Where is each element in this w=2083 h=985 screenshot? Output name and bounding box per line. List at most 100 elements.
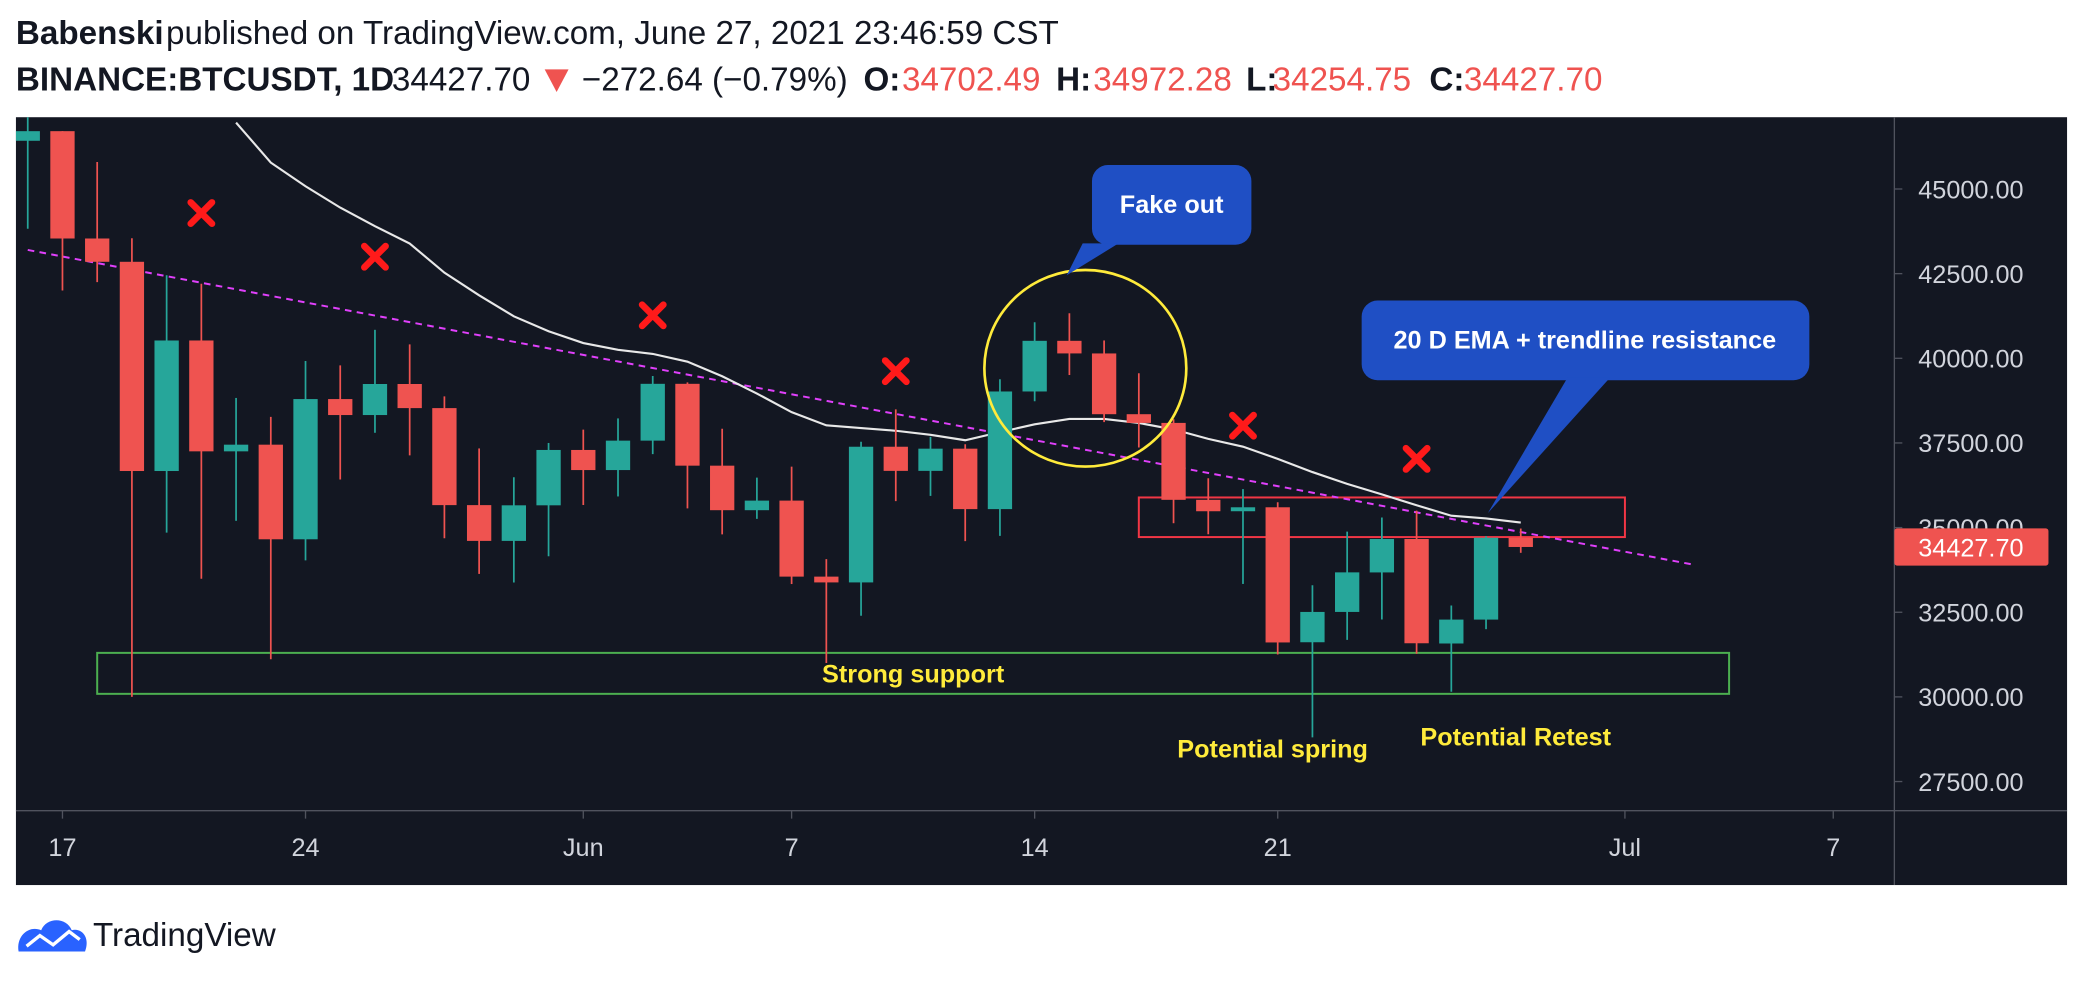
- callout-pointer: [1487, 377, 1611, 514]
- callout-box: [1091, 165, 1252, 245]
- published: published on TradingView.com, June 27, 2…: [166, 15, 1059, 52]
- down-arrow: [544, 69, 569, 92]
- ohlc-label: C:: [1429, 62, 1464, 99]
- x-marker: [1229, 411, 1257, 440]
- ohlc-label: L:: [1246, 62, 1277, 99]
- candle-body: [536, 449, 561, 506]
- y-tick-label: 40000.00: [1918, 346, 2023, 374]
- candle-body: [814, 576, 839, 583]
- x-tick-label: 7: [1826, 834, 1840, 862]
- candle-body: [258, 444, 283, 540]
- candle-body: [223, 444, 249, 452]
- callout-text: 20 D EMA + trendline resistance: [1394, 326, 1777, 354]
- candle-body: [640, 383, 665, 441]
- zone-label: Strong support: [822, 661, 1005, 689]
- x-marker: [361, 242, 389, 271]
- callout-pointer: [1066, 243, 1119, 276]
- x-marker: [638, 301, 667, 330]
- candle-body: [189, 340, 214, 452]
- y-tick-label: 27500.00: [1918, 769, 2023, 797]
- candle-body: [779, 500, 804, 577]
- highlight-circle: [983, 268, 1188, 468]
- chart-panel: [15, 117, 2068, 886]
- axes: 27500.0030000.0032500.0035000.0037500.00…: [48, 176, 2049, 862]
- logo-cloud: [18, 920, 87, 952]
- callout-text: Fake out: [1120, 191, 1224, 219]
- candle-body: [432, 408, 457, 506]
- candle-body: [15, 131, 40, 141]
- candle-body: [883, 446, 908, 471]
- candle-body: [362, 383, 388, 416]
- x-marker: [187, 199, 216, 227]
- candle-body: [1300, 611, 1325, 643]
- candle-body: [571, 449, 596, 471]
- candle-body: [1230, 507, 1256, 512]
- candle-body: [1265, 507, 1290, 643]
- candle-body: [501, 505, 526, 541]
- candle-body: [328, 399, 353, 416]
- candle-body: [675, 383, 700, 466]
- ema-line: [235, 121, 1521, 524]
- candle-body: [1126, 414, 1151, 423]
- candle-body: [1473, 537, 1499, 620]
- plot-area: [15, 117, 1731, 738]
- candle-body: [918, 448, 943, 471]
- x-tick-label: 17: [48, 834, 76, 862]
- candle-body: [744, 500, 770, 511]
- candle-body: [50, 131, 75, 239]
- candle-body: [85, 238, 110, 262]
- x-tick-label: 7: [785, 834, 799, 862]
- brand: TradingView: [93, 917, 277, 954]
- candle-body: [1404, 539, 1429, 644]
- price-tag: [1894, 528, 2049, 566]
- x-tick-label: 14: [1021, 834, 1049, 862]
- price-tag-label: 34427.70: [1918, 534, 2023, 562]
- candle-body: [1057, 340, 1082, 354]
- author: Babenski: [16, 15, 164, 52]
- x-tick-label: 21: [1264, 834, 1292, 862]
- zone: [96, 651, 1731, 695]
- candle-body: [1022, 340, 1047, 392]
- candle-body: [1335, 572, 1360, 612]
- candle-body: [1369, 539, 1395, 573]
- candle-body: [466, 505, 492, 541]
- y-tick-label: 45000.00: [1918, 176, 2023, 204]
- x-tick-label: 24: [291, 834, 319, 862]
- price-change: −272.64 (−0.79%): [582, 62, 848, 99]
- y-tick-label: 42500.00: [1918, 261, 2023, 289]
- x-tick-label: Jun: [563, 834, 604, 862]
- callout-box: [1361, 300, 1810, 381]
- candle-body: [154, 340, 179, 472]
- candle-body: [953, 448, 978, 510]
- annotations: Fake out 20 D EMA + trendline resistance…: [983, 165, 1810, 764]
- candle-body: [1508, 537, 1533, 547]
- x-marker: [881, 357, 910, 386]
- candle-body: [397, 383, 422, 409]
- candle-body: [710, 465, 735, 511]
- ohlc-value: 34702.49: [902, 62, 1041, 99]
- x-tick-label: Jul: [1609, 834, 1641, 862]
- candle-body: [1439, 619, 1464, 644]
- y-tick-label: 37500.00: [1918, 430, 2023, 458]
- ohlc-value: 34427.70: [1464, 62, 1603, 99]
- ohlc-label: O:: [863, 62, 900, 99]
- candle-body: [848, 446, 874, 583]
- candle-body: [1091, 353, 1117, 415]
- candle-body: [1161, 422, 1186, 500]
- candle-body: [1196, 499, 1221, 512]
- ohlc-value: 34972.28: [1093, 62, 1232, 99]
- ohlc-label: H:: [1056, 62, 1091, 99]
- candle-body: [605, 440, 631, 471]
- x-marker: [1402, 444, 1431, 473]
- candle-body: [293, 399, 318, 540]
- note: Potential spring: [1177, 736, 1368, 764]
- note: Potential Retest: [1420, 724, 1611, 752]
- y-tick-label: 30000.00: [1918, 684, 2023, 712]
- candle-body: [119, 261, 145, 472]
- logo-line: [25, 929, 81, 948]
- tradingview-logo: [18, 920, 87, 952]
- y-tick-label: 32500.00: [1918, 600, 2023, 628]
- symbol: BINANCE:BTCUSDT, 1D: [16, 62, 394, 99]
